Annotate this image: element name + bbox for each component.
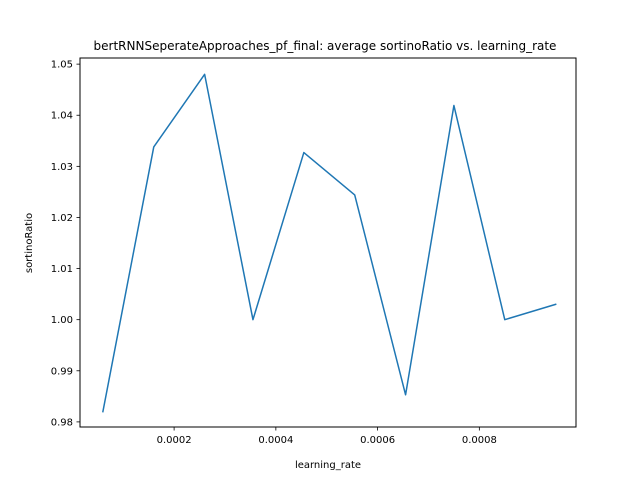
y-tick-label: 1.04 — [51, 111, 73, 122]
plot-frame — [79, 57, 577, 428]
y-tick-label: 0.99 — [51, 366, 73, 377]
x-tick-label: 0.0008 — [462, 435, 497, 446]
y-tick-label: 1.02 — [51, 213, 73, 224]
y-tick-label: 1.03 — [51, 162, 73, 173]
y-tick-label: 1.05 — [51, 60, 73, 71]
x-axis-label: learning_rate — [295, 460, 361, 471]
plot-area: 0.0002 0.0004 0.0006 0.0008 0.98 0.99 1.00 1.01… — [51, 60, 557, 446]
y-tick-label: 1.01 — [51, 264, 73, 275]
y-tick-label: 0.98 — [51, 417, 73, 428]
y-axis-label: sortinoRatio — [24, 213, 35, 273]
chart-title: bertRNNSeperateApproaches_pf_final: aver… — [94, 39, 557, 53]
x-tick-label: 0.0004 — [258, 435, 293, 446]
y-tick-label: 1.00 — [51, 315, 73, 326]
series-line — [102, 73, 557, 413]
x-tick-label: 0.0002 — [157, 435, 192, 446]
x-tick-label: 0.0006 — [360, 435, 395, 446]
